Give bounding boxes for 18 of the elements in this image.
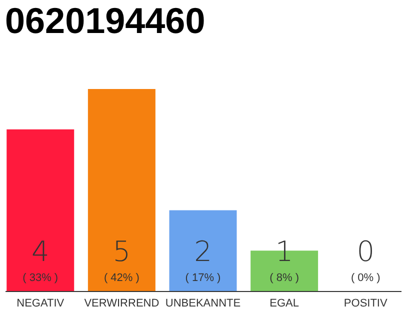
x-tick-label: POSITIV bbox=[344, 298, 388, 310]
chart-title: 0620194460 bbox=[5, 0, 206, 41]
bar bbox=[6, 129, 74, 291]
x-tick-label: NEGATIV bbox=[16, 298, 65, 310]
bar bbox=[88, 89, 156, 291]
annotation: ( 33% ) bbox=[22, 272, 58, 284]
x-tick-label: EGAL bbox=[270, 298, 299, 310]
bar bbox=[169, 210, 237, 291]
data-label: 0 bbox=[356, 235, 375, 268]
annotation: ( 42% ) bbox=[104, 272, 140, 284]
x-tick-label: VERWIRREND bbox=[84, 298, 160, 310]
annotation: ( 0% ) bbox=[350, 272, 380, 284]
annotation: ( 8% ) bbox=[270, 272, 299, 284]
data-label: 2 bbox=[194, 235, 212, 268]
x-tick-label: UNBEKANNTE bbox=[165, 298, 241, 310]
data-label: 5 bbox=[112, 235, 131, 268]
annotation: ( 17% ) bbox=[185, 272, 221, 284]
data-label: 4 bbox=[31, 235, 50, 268]
